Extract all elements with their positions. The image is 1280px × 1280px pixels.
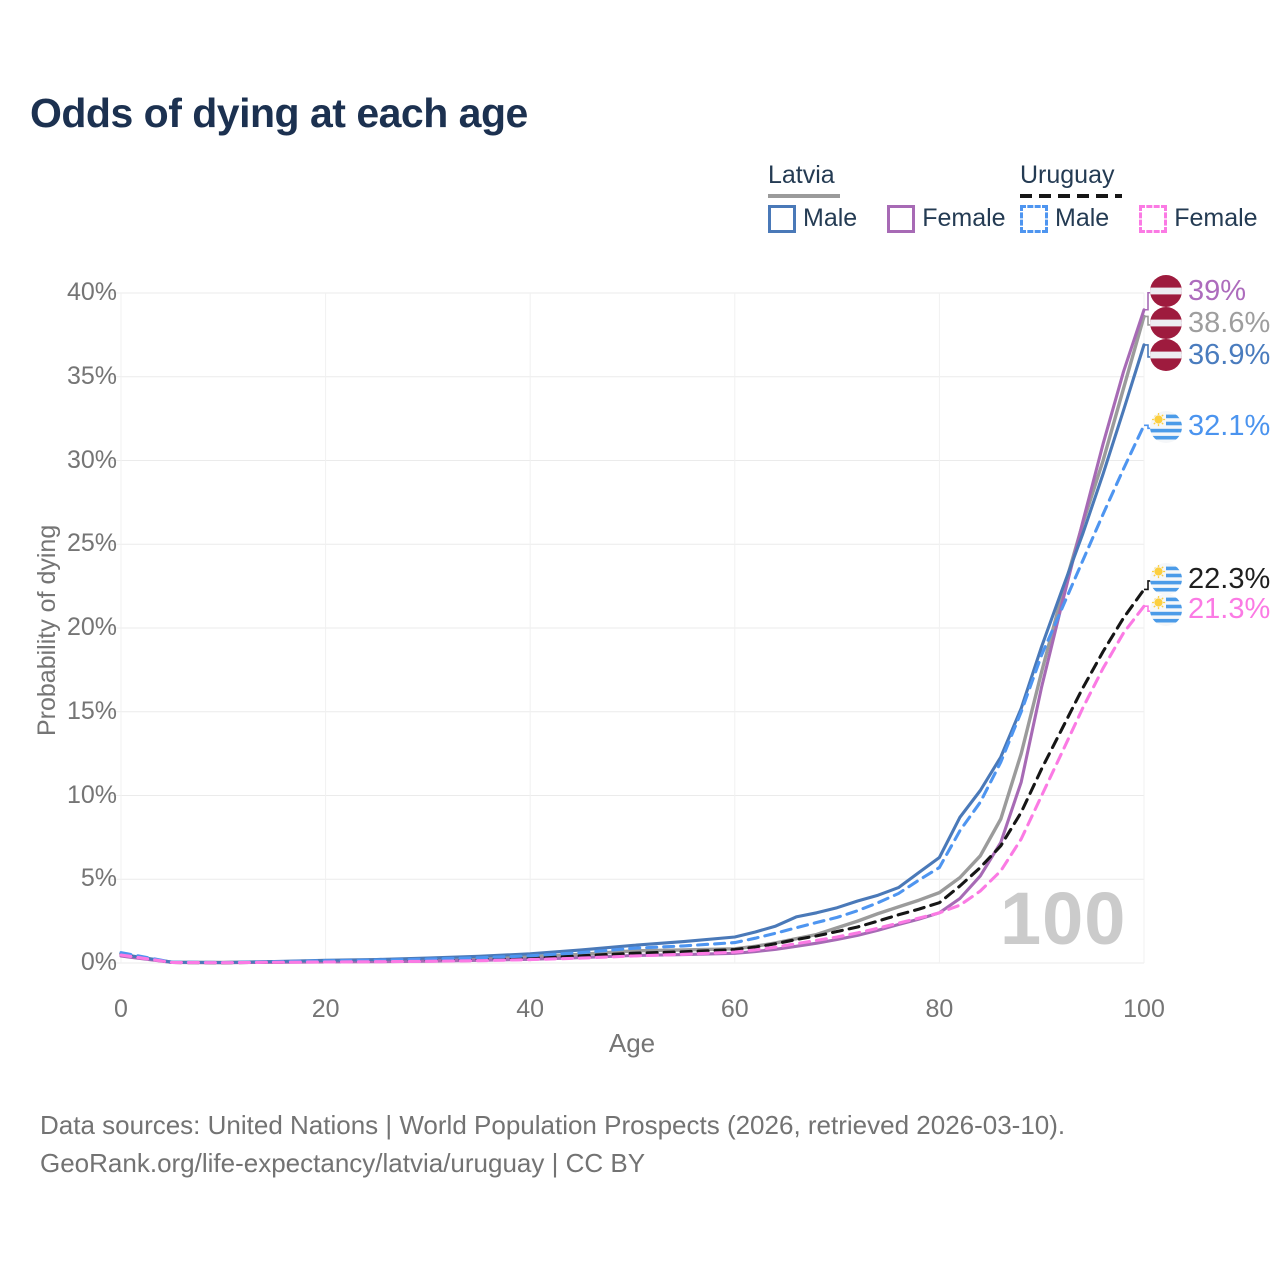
legend-uruguay-items: Male Female [1020, 204, 1280, 233]
end-label-value: 39% [1188, 274, 1247, 307]
series-line-uruguay-male [119, 423, 1146, 965]
x-tick-label: 40 [516, 995, 545, 1023]
latvia-male-swatch-icon [768, 204, 796, 233]
uruguay-flag-icon [1150, 410, 1182, 443]
y-tick-label: 40% [66, 278, 117, 306]
page-title: Odds of dying at each age [30, 90, 528, 136]
legend-uruguay-line-sample [1020, 194, 1122, 198]
y-tick-label: 30% [66, 445, 117, 474]
legend-item-uruguay-female: Female [1139, 204, 1258, 233]
uruguay-flag-icon [1150, 593, 1182, 626]
x-tick-label: 100 [1123, 995, 1165, 1023]
uruguay-male-swatch-icon [1020, 204, 1048, 233]
legend-latvia-line-sample [768, 194, 840, 198]
x-tick-label: 20 [311, 995, 340, 1023]
end-label-latvia-male: 36.9% [1150, 339, 1270, 372]
latvia-flag-icon [1150, 307, 1182, 340]
y-tick-label: 25% [66, 529, 117, 558]
uruguay-female-swatch-icon [1139, 204, 1168, 233]
end-label-latvia-both: 38.6% [1150, 307, 1270, 340]
series-line-latvia-male [119, 343, 1146, 965]
series-line-latvia-female [119, 308, 1146, 965]
footer-line-1: Data sources: United Nations | World Pop… [40, 1110, 1066, 1140]
series-line-uruguay-female [119, 604, 1146, 965]
series-line-latvia-both [119, 314, 1146, 965]
y-tick-label: 20% [66, 613, 117, 641]
legend-uruguay-male-label: Male [1055, 204, 1110, 232]
x-tick-label: 0 [114, 995, 128, 1023]
legend-latvia-label: Latvia [768, 161, 835, 189]
legend-uruguay-label: Uruguay [1020, 161, 1115, 189]
y-tick-label: 0% [80, 948, 117, 976]
source-footer: Data sources: United Nations | World Pop… [40, 1106, 1065, 1182]
footer-line-2: GeoRank.org/life-expectancy/latvia/urugu… [40, 1148, 646, 1178]
end-label-value: 22.3% [1188, 562, 1271, 595]
y-tick-label: 35% [66, 361, 117, 390]
end-label-uruguay-male: 32.1% [1150, 410, 1270, 443]
end-label-value: 21.3% [1188, 593, 1271, 626]
uruguay-flag-icon [1150, 563, 1182, 596]
legend-latvia-male-label: Male [803, 204, 858, 232]
legend-latvia-female-label: Female [922, 204, 1006, 232]
y-tick-label: 5% [80, 864, 117, 893]
y-tick-label: 15% [66, 696, 117, 725]
legend-uruguay-female-label: Female [1174, 204, 1258, 232]
end-label-uruguay-female: 21.3% [1150, 593, 1270, 626]
end-label-value: 38.6% [1188, 306, 1271, 339]
legend-group-uruguay: Uruguay [1020, 161, 1122, 198]
x-tick-label: 60 [720, 995, 749, 1023]
legend-group-latvia: Latvia [768, 161, 840, 198]
age-watermark: 100 [1000, 877, 1127, 960]
legend-latvia-items: Male Female [768, 204, 1028, 233]
end-label-value: 32.1% [1188, 410, 1271, 443]
latvia-flag-icon [1150, 275, 1182, 308]
latvia-flag-icon [1150, 339, 1182, 372]
end-label-uruguay-both: 22.3% [1150, 563, 1270, 596]
legend-item-latvia-female: Female [887, 204, 1006, 233]
legend-item-uruguay-male: Male [1020, 204, 1109, 233]
y-tick-label: 10% [66, 780, 117, 809]
latvia-female-swatch-icon [887, 204, 916, 233]
x-axis-title: Age [608, 1028, 656, 1058]
end-label-latvia-female: 39% [1150, 275, 1246, 308]
end-label-value: 36.9% [1188, 338, 1271, 371]
legend-item-latvia-male: Male [768, 204, 857, 233]
x-tick-label: 80 [925, 995, 954, 1023]
